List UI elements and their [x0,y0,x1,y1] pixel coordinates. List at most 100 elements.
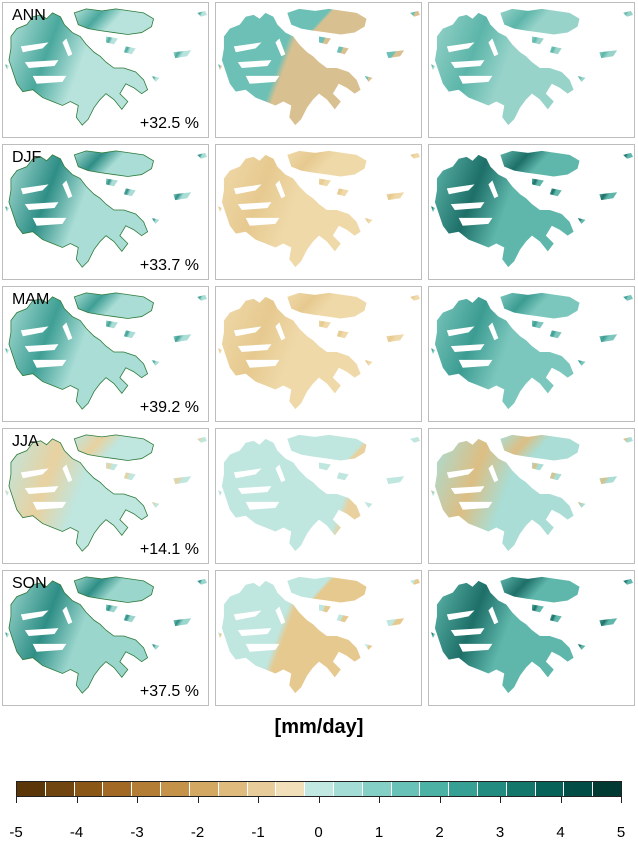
islet-3 [173,476,192,485]
islet-5 [217,348,222,354]
island-northeast [73,150,154,177]
fjords [233,606,286,652]
map-panel-mam-2 [215,286,422,422]
map-panel-grid: ANN +32.5 % DJF +33.7 % MAM +39.2 % JJA +14.1 %… [2,2,636,706]
season-label: ANN [12,7,46,24]
islet-5 [430,490,435,496]
island-northeast [287,8,367,35]
islet-4 [151,501,160,508]
island-main [221,154,361,268]
colorbar-tick-label: 3 [495,824,505,841]
map-panel-ann-1: ANN +32.5 % [2,2,209,138]
colorbar-tick-label: 4 [556,824,565,841]
colorbar [16,781,622,797]
island-northeast [73,8,154,35]
colorbar-tick-label: -1 [251,824,265,841]
colorbar-swatch-17 [506,782,536,796]
islet-1 [531,462,544,471]
islet-3 [599,618,618,627]
map-panel-son-3 [428,570,635,706]
colorbar-swatch-1 [45,782,75,796]
colorbar-swatch-10 [305,782,334,796]
island-main [8,154,149,268]
percent-change-label: +37.5 % [139,683,199,700]
colorbar-tick-label: -2 [190,824,205,841]
islet-4 [577,217,586,224]
islet-0 [197,152,208,159]
fjords [446,464,499,510]
island-northeast [500,8,580,35]
colorbar-tick [439,797,441,803]
islet-2 [336,614,349,623]
islet-5 [4,206,9,212]
islet-2 [549,46,562,55]
islet-1 [318,320,331,329]
colorbar-swatch-13 [391,782,421,796]
islet-1 [105,462,118,471]
map-panel-jja-2 [215,428,422,564]
islet-5 [430,348,435,354]
fjords [233,38,286,84]
islet-4 [364,75,373,82]
colorbar-swatch-18 [535,782,565,796]
unit-label: [mm/day] [274,716,364,738]
islet-1 [318,36,331,45]
fjords [20,606,73,652]
colorbar-tick [197,797,199,803]
colorbar-tick-label: 5 [616,824,626,841]
colorbar-swatch-12 [362,782,392,796]
islet-3 [386,618,405,627]
islet-3 [173,192,192,201]
islet-0 [410,578,421,585]
islet-1 [318,462,331,471]
islet-5 [4,632,9,638]
islet-0 [623,578,634,585]
map-panel-ann-2 [215,2,422,138]
percent-change-label: +32.5 % [139,115,199,132]
islet-3 [599,192,618,201]
island-northeast [287,292,367,319]
islet-4 [151,643,160,650]
islet-4 [364,217,373,224]
islet-4 [364,359,373,366]
island-main [434,438,574,552]
islet-3 [599,334,618,343]
island-northeast [287,150,367,177]
map-panel-djf-2 [215,144,422,280]
season-label: DJF [12,149,42,166]
islet-4 [151,75,160,82]
islet-1 [531,604,544,613]
map-panel-son-1: SON +37.5 % [2,570,209,706]
islet-4 [151,359,160,366]
islet-4 [364,643,373,650]
islet-4 [577,501,586,508]
islet-1 [531,320,544,329]
colorbar-tick-label: 2 [435,824,444,841]
island-main [8,438,149,552]
islet-1 [105,178,118,187]
islet-0 [410,152,421,159]
colorbar-tick [16,797,17,803]
colorbar-swatch-2 [74,782,104,796]
islet-4 [577,643,586,650]
islet-5 [4,64,9,70]
islet-4 [364,501,373,508]
islet-3 [173,334,192,343]
island-northeast [500,434,580,461]
colorbar-swatch-19 [564,782,594,796]
map-panel-ann-3 [428,2,635,138]
map-panel-son-2 [215,570,422,706]
islet-1 [531,178,544,187]
fjords [446,322,499,368]
colorbar-tick-label: -4 [69,824,84,841]
islet-2 [336,46,349,55]
islet-3 [173,50,192,59]
map-panel-djf-1: DJF +33.7 % [2,144,209,280]
colorbar-ticks [16,797,622,805]
colorbar-swatch-15 [449,782,478,796]
colorbar-swatch-9 [276,782,306,796]
islet-5 [217,64,222,70]
fjords [233,322,286,368]
islet-0 [197,578,208,585]
map-panel-mam-1: MAM +39.2 % [2,286,209,422]
